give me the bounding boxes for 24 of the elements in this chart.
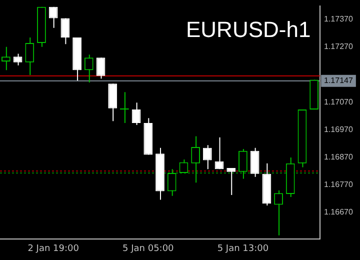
y-tick-label: 1.17270: [324, 42, 354, 52]
y-tick-label: 1.16870: [324, 152, 354, 162]
text: EURUSD-h1: [186, 16, 311, 42]
candlestick: [60, 18, 70, 45]
candlestick: [238, 148, 248, 180]
y-tick-label: 1.17070: [324, 97, 354, 106]
y-tick-label: 1.17370: [324, 14, 354, 24]
y-tick-label: 1.16970: [324, 124, 354, 134]
x-tick-label: 2 Jan 19:00: [28, 244, 80, 254]
ref-line-label: 1.17147: [324, 76, 354, 86]
y-tick-label: 1.16770: [324, 180, 354, 190]
candlestick: [96, 57, 106, 80]
y-tick-label: 1.16670: [324, 208, 354, 217]
candlestick: [48, 6, 58, 28]
candlestick: [13, 53, 22, 66]
candlestick: [226, 168, 236, 196]
candlestick: [108, 83, 118, 122]
candlestick: [191, 136, 200, 184]
candlestick: [25, 37, 34, 76]
candlestick: [250, 147, 260, 178]
x-tick-label: 5 Jan 05:00: [122, 244, 174, 254]
candlestick: [167, 168, 176, 196]
x-tick-label: 5 Jan 13:00: [217, 244, 269, 254]
candlestick: [214, 136, 224, 170]
